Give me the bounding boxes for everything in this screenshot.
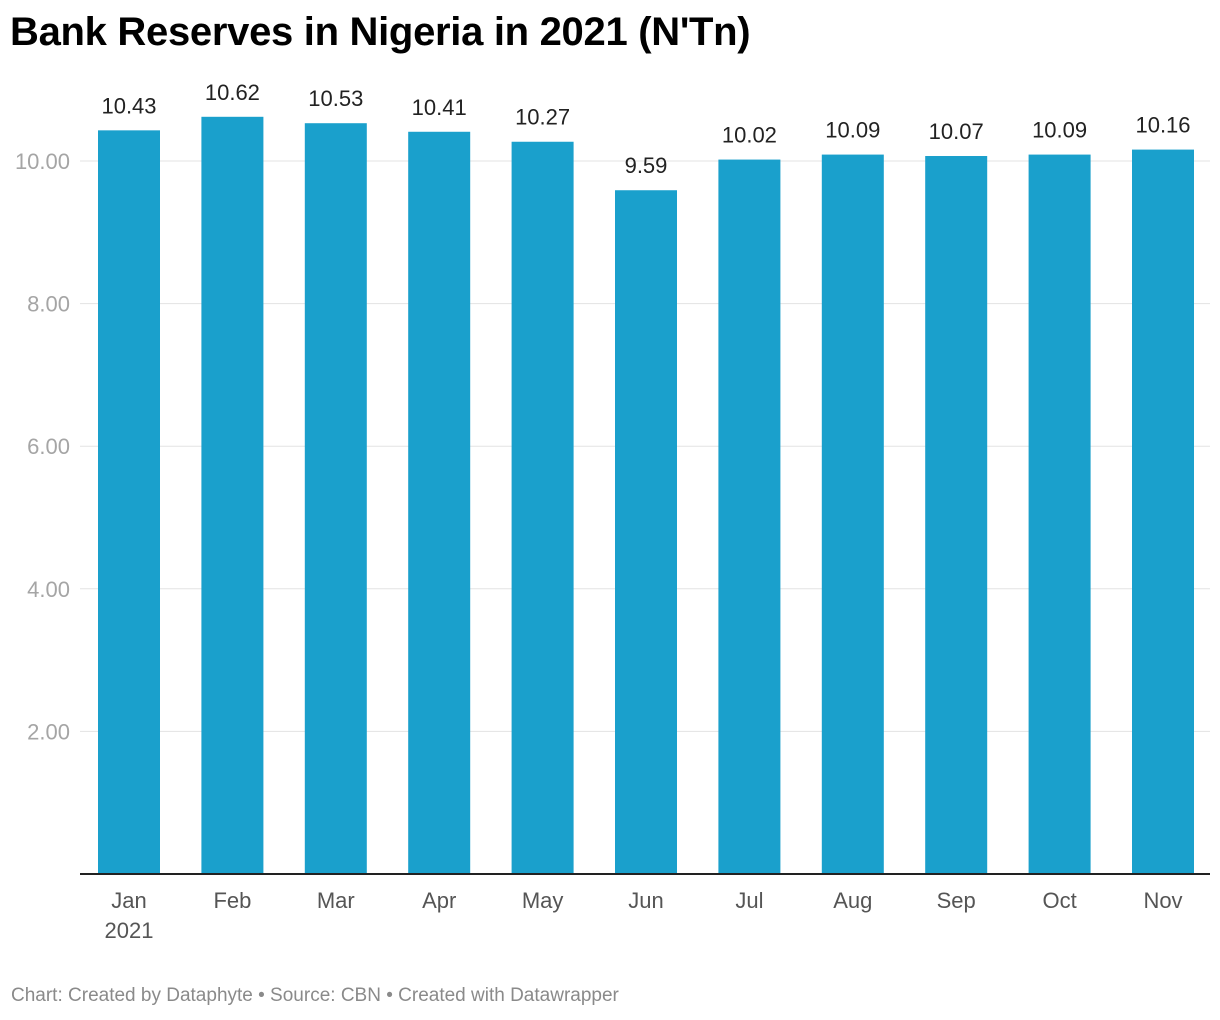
x-tick-label-jun: Jun [628, 888, 663, 913]
data-label-feb: 10.62 [205, 80, 260, 105]
data-label-nov: 10.16 [1135, 113, 1190, 138]
x-tick-label-feb: Feb [213, 888, 251, 913]
data-label-oct: 10.09 [1032, 118, 1087, 143]
x-tick-sublabel-year: 2021 [105, 918, 154, 943]
data-label-mar: 10.53 [308, 86, 363, 111]
x-tick-label-may: May [522, 888, 564, 913]
bar-oct [1028, 154, 1091, 874]
data-label-jun: 9.59 [625, 153, 668, 178]
x-tick-label-apr: Apr [422, 888, 456, 913]
bar-jan [98, 130, 160, 874]
y-tick-label: 2.00 [27, 719, 70, 744]
x-tick-label-jul: Jul [735, 888, 763, 913]
data-label-sep: 10.07 [929, 119, 984, 144]
bar-jun [615, 190, 677, 874]
data-label-apr: 10.41 [412, 95, 467, 120]
y-tick-label: 4.00 [27, 577, 70, 602]
x-tick-label-mar: Mar [317, 888, 355, 913]
x-axis-categories: Jan 2021 Feb Mar Apr May Jun Jul Aug Sep Oct Nov [105, 888, 1183, 943]
x-tick-label-nov: Nov [1143, 888, 1182, 913]
bar-may [511, 141, 574, 874]
bar-feb [201, 116, 264, 874]
y-axis-ticks: 2.00 4.00 6.00 8.00 10.00 [15, 149, 70, 744]
x-tick-label-jan: Jan [111, 888, 146, 913]
bar-nov [1132, 149, 1194, 875]
bar-aug [821, 154, 884, 874]
x-tick-label-oct: Oct [1042, 888, 1076, 913]
data-label-aug: 10.09 [825, 118, 880, 143]
y-tick-label: 10.00 [15, 149, 70, 174]
data-label-jul: 10.02 [722, 123, 777, 148]
bar-apr [408, 131, 471, 875]
data-label-may: 10.27 [515, 105, 570, 130]
bar-jul [718, 159, 781, 875]
chart-title: Bank Reserves in Nigeria in 2021 (N'Tn) [10, 10, 751, 54]
bar-sep [925, 156, 988, 874]
y-tick-label: 6.00 [27, 434, 70, 459]
y-tick-label: 8.00 [27, 292, 70, 317]
bar-mar [304, 123, 367, 874]
data-labels: 10.43 10.62 10.53 10.41 10.27 9.59 10.02 10.09 1… [101, 80, 1190, 178]
x-tick-label-aug: Aug [833, 888, 872, 913]
bars [98, 116, 1194, 875]
data-label-jan: 10.43 [101, 93, 156, 118]
chart-footer: Chart: Created by Dataphyte • Source: CB… [11, 985, 619, 1006]
x-tick-label-sep: Sep [937, 888, 976, 913]
